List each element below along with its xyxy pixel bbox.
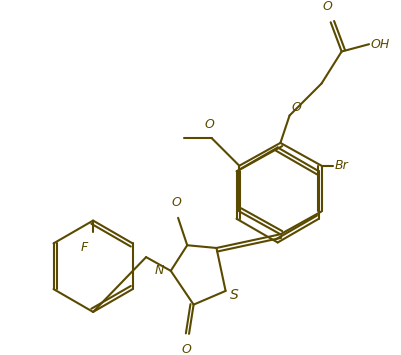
Text: O: O [292, 101, 301, 114]
Text: F: F [80, 241, 87, 254]
Text: O: O [323, 0, 333, 13]
Text: O: O [181, 343, 191, 355]
Text: O: O [204, 118, 214, 131]
Text: OH: OH [371, 38, 390, 51]
Text: N: N [155, 264, 164, 277]
Text: O: O [171, 196, 181, 209]
Text: Br: Br [334, 159, 348, 172]
Text: S: S [230, 289, 239, 302]
